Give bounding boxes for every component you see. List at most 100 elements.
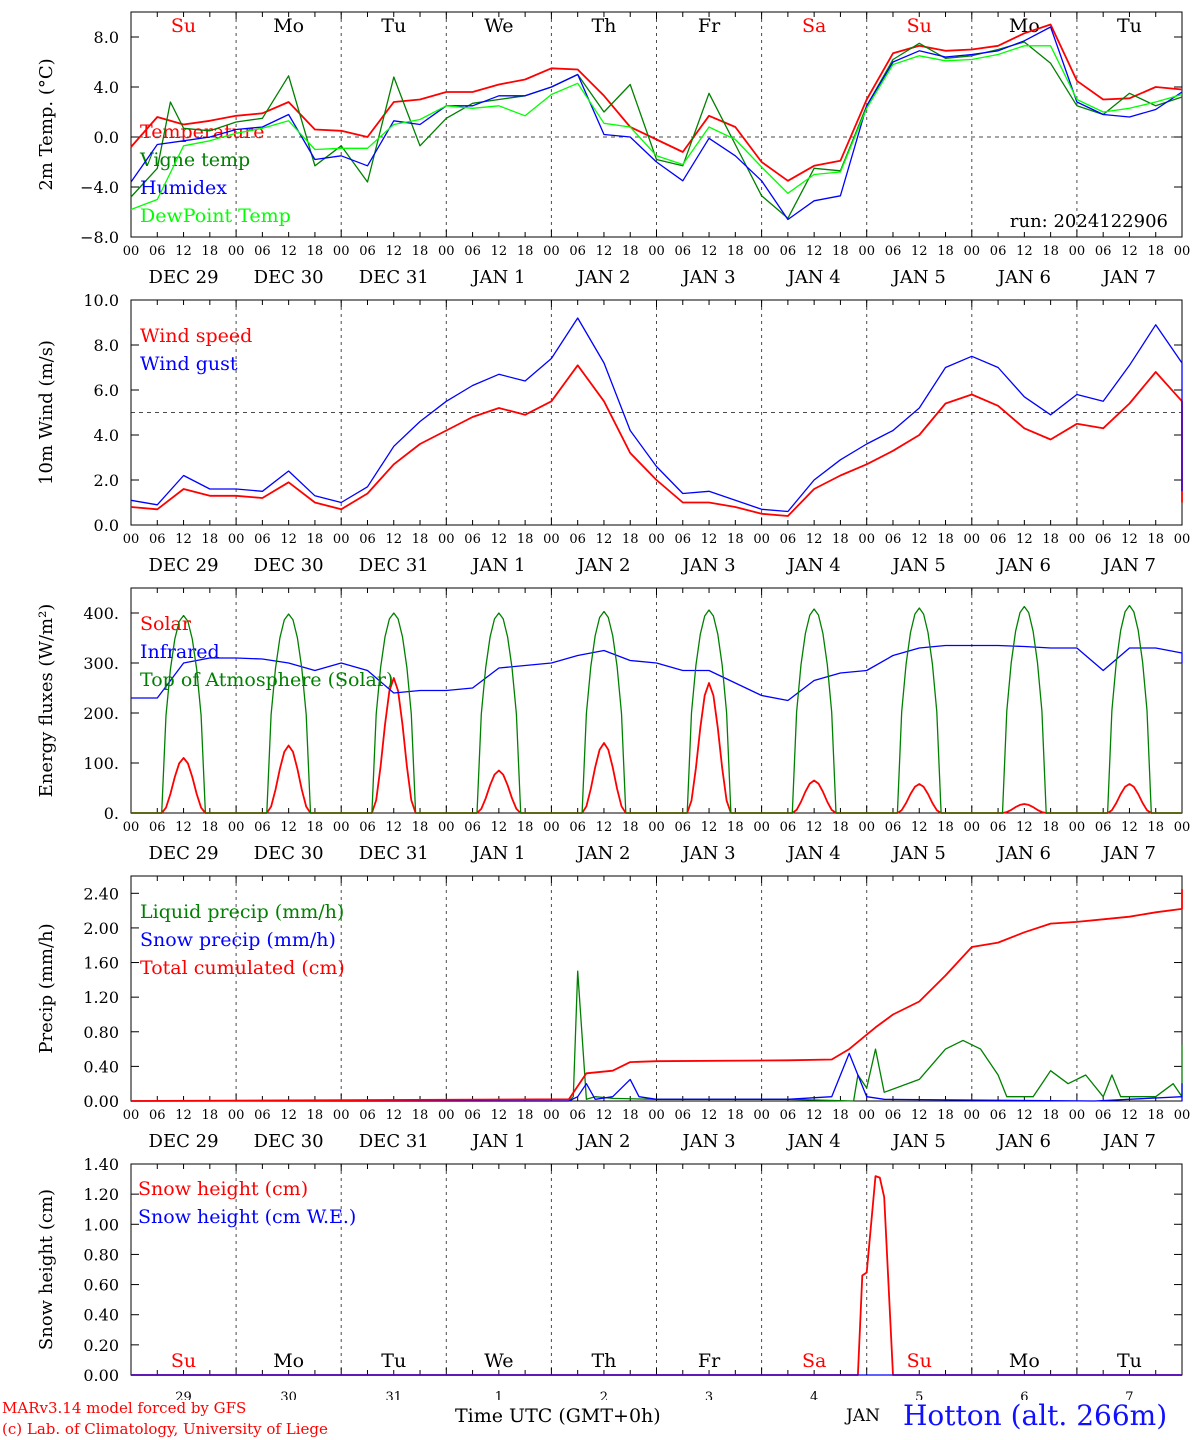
hour-tick-label: 00 [648,820,665,835]
hour-tick-label: 18 [517,820,534,835]
hour-tick-label: 00 [543,532,560,547]
hour-tick-label: 06 [990,532,1007,547]
y-tick-label: 2.40 [83,884,119,903]
hour-tick-label: 00 [438,244,455,259]
y-tick-label: 0.40 [83,1057,119,1076]
y-tick-label: 1.40 [83,1155,119,1174]
hour-tick-label: 18 [937,244,954,259]
hour-tick-label: 12 [175,1108,192,1123]
hour-tick-label: 12 [806,820,823,835]
y-tick-label: 200. [83,704,119,723]
y-tick-label: 0.00 [83,1366,119,1385]
hour-tick-label: 00 [1069,820,1086,835]
hour-tick-label: 00 [123,532,140,547]
hour-tick-label: 00 [333,532,350,547]
hour-tick-label: 06 [464,820,481,835]
hour-tick-label: 00 [858,244,875,259]
hour-tick-label: 06 [254,1108,271,1123]
y-tick-label: 0.00 [83,1092,119,1111]
date-label: JAN 5 [891,843,946,864]
hour-tick-label: 06 [885,244,902,259]
y-tick-label: −4.0 [80,178,119,197]
hour-tick-label: 12 [1016,820,1033,835]
legend-entry: Infrared [140,641,220,663]
date-label: JAN 1 [470,555,525,576]
series-line [130,45,1183,211]
y-tick-label: 10.0 [83,291,119,310]
legend-entry: Total cumulated (cm) [140,957,345,979]
hour-tick-label: 06 [885,1108,902,1123]
hour-tick-label: 06 [149,244,166,259]
day-number-label: 6 [1020,1390,1028,1400]
hour-tick-label: 00 [123,244,140,259]
y-axis-label: Precip (mm/h) [36,923,57,1053]
date-label: JAN 2 [575,555,630,576]
y-tick-label: 8.0 [94,336,119,355]
y-tick-label: 1.20 [83,1185,119,1204]
hour-tick-label: 12 [806,1108,823,1123]
date-label: JAN 1 [470,843,525,864]
series-line [130,889,1183,1102]
date-label: DEC 31 [359,1131,429,1152]
weekday-label: Tu [381,1350,406,1372]
y-tick-label: 1.00 [83,1215,119,1234]
hour-tick-label: 12 [1016,532,1033,547]
hour-tick-label: 18 [622,1108,639,1123]
hour-tick-label: 06 [990,820,1007,835]
hour-tick-label: 00 [1174,820,1191,835]
hour-tick-label: 06 [569,1108,586,1123]
hour-tick-label: 12 [280,532,297,547]
weekday-label: Sa [802,1350,826,1372]
day-number-label: 30 [280,1390,297,1400]
legend-entry: DewPoint Temp [140,205,291,227]
hour-tick-label: 12 [596,1108,613,1123]
hour-tick-label: 06 [1095,532,1112,547]
hour-tick-label: 18 [202,820,219,835]
hour-tick-label: 12 [491,244,508,259]
series-line [130,364,1183,517]
hour-tick-label: 00 [858,532,875,547]
station-name: Hotton (alt. 266m) [903,1399,1168,1432]
hour-tick-label: 18 [1042,820,1059,835]
y-tick-label: 1.60 [83,954,119,973]
hour-tick-label: 06 [149,1108,166,1123]
hour-tick-label: 12 [1121,532,1138,547]
hour-tick-label: 18 [622,244,639,259]
hour-tick-label: 12 [280,244,297,259]
hour-tick-label: 00 [228,1108,245,1123]
date-label: DEC 29 [149,1131,219,1152]
hour-tick-label: 00 [753,1108,770,1123]
date-label: JAN 6 [996,267,1051,288]
date-label: JAN 1 [470,267,525,288]
hour-tick-label: 18 [832,820,849,835]
series-line [131,970,1183,1102]
hour-tick-label: 06 [885,532,902,547]
date-label: DEC 29 [149,267,219,288]
y-tick-label: −8.0 [80,228,119,247]
hour-tick-label: 00 [228,244,245,259]
hour-tick-label: 00 [543,1108,560,1123]
hour-tick-label: 18 [622,532,639,547]
hour-tick-label: 18 [1147,820,1164,835]
hour-tick-label: 12 [1121,820,1138,835]
date-label: DEC 31 [359,267,429,288]
date-label: JAN 7 [1101,843,1156,864]
hour-tick-label: 00 [543,820,560,835]
hour-tick-label: 06 [675,1108,692,1123]
date-label: DEC 30 [254,843,324,864]
legend-entry: Snow height (cm W.E.) [138,1206,356,1228]
month-label: JAN [846,1406,880,1426]
time-axis-label: Time UTC (GMT+0h) [455,1405,661,1427]
series-line [131,1052,1183,1102]
hour-tick-label: 18 [1042,244,1059,259]
weekday-label: Tu [381,15,406,37]
hour-tick-label: 00 [1174,244,1191,259]
hour-tick-label: 06 [569,244,586,259]
hour-tick-label: 18 [202,1108,219,1123]
series-line [131,604,1182,814]
date-label: JAN 4 [786,843,841,864]
date-label: JAN 1 [470,1131,525,1152]
hour-tick-label: 00 [438,532,455,547]
hour-tick-label: 18 [412,1108,429,1123]
y-tick-label: 8.0 [94,28,119,47]
